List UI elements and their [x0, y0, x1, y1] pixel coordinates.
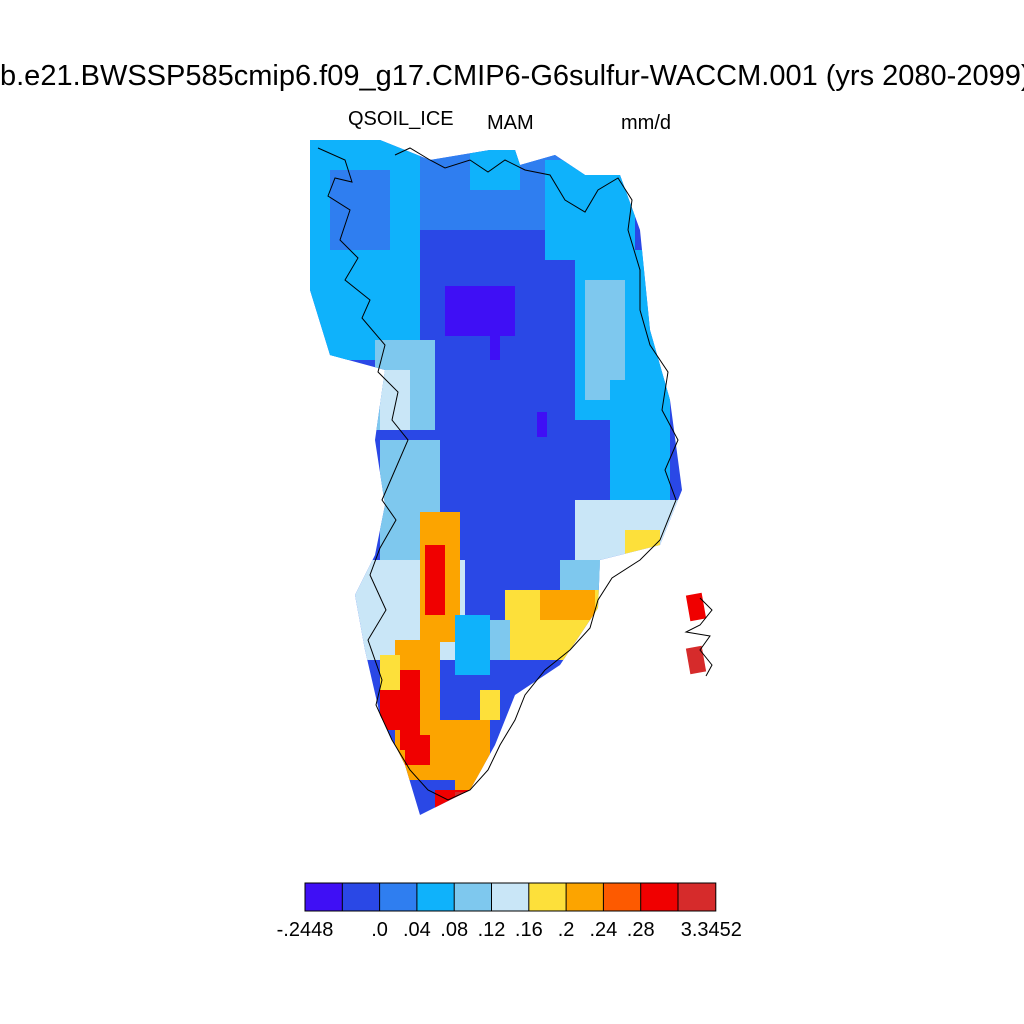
variable-label: QSOIL_ICE [348, 108, 454, 130]
svalbard-cell [685, 592, 707, 622]
southwest-hot-band [380, 690, 410, 730]
colorbar-swatch [379, 882, 418, 912]
northwest-fringe [330, 170, 390, 260]
north-coast-cyan [455, 615, 490, 675]
central-minimum [537, 412, 547, 437]
colorbar-swatch [640, 882, 680, 912]
colorbar-swatch [528, 882, 568, 912]
colorbar-swatch [491, 882, 530, 912]
colorbar-swatch [416, 882, 456, 912]
svalbard-field [685, 592, 707, 675]
central-minimum [490, 330, 500, 360]
colorbar-tick-label: .0 [371, 919, 388, 941]
colorbar-tick-label: .16 [514, 919, 543, 941]
colorbar-tick-label: .12 [477, 919, 506, 941]
southeast-coast [490, 620, 510, 660]
svalbard-cell [685, 645, 707, 675]
colorbar-tick-label: .2 [557, 919, 575, 941]
southwest-warm-band [455, 765, 490, 790]
southwest-warm-band [540, 590, 595, 620]
southeast-warm [480, 690, 500, 720]
colorbar-tick-label: 3.3452 [680, 919, 742, 941]
svalbard-coastline [684, 597, 713, 677]
west-coast-light [380, 370, 410, 430]
colorbar-tick-label: .28 [626, 919, 655, 941]
colorbar-tick-label: .04 [402, 919, 431, 941]
colorbar [304, 882, 717, 912]
colorbar-swatch [304, 882, 344, 912]
colorbar-swatch [602, 882, 642, 912]
colorbar-tick-label: .24 [589, 919, 618, 941]
central-minimum [445, 286, 515, 336]
greenland-field [310, 140, 682, 815]
colorbar-tick-label: .08 [440, 919, 469, 941]
southwest-hot-band [405, 735, 430, 765]
colorbar-tick-label: -.2448 [276, 919, 334, 941]
southwest-hot-band [425, 545, 445, 615]
units-label: mm/d [621, 112, 671, 134]
east-coast [610, 380, 670, 500]
colorbar-swatch [341, 882, 381, 912]
season-label: MAM [487, 112, 534, 134]
north-coast-cyan [545, 160, 635, 260]
coastline-outline [317, 147, 679, 801]
colorbar-swatch [453, 882, 493, 912]
southeast-warm [625, 530, 660, 580]
colorbar-swatch [565, 882, 605, 912]
colorbar-swatch [677, 882, 717, 912]
north-coast-cyan [470, 150, 520, 190]
figure-title: b.e21.BWSSP585cmip6.f09_g17.CMIP6-G6sulf… [0, 60, 1024, 92]
southeast-warm [380, 655, 400, 690]
